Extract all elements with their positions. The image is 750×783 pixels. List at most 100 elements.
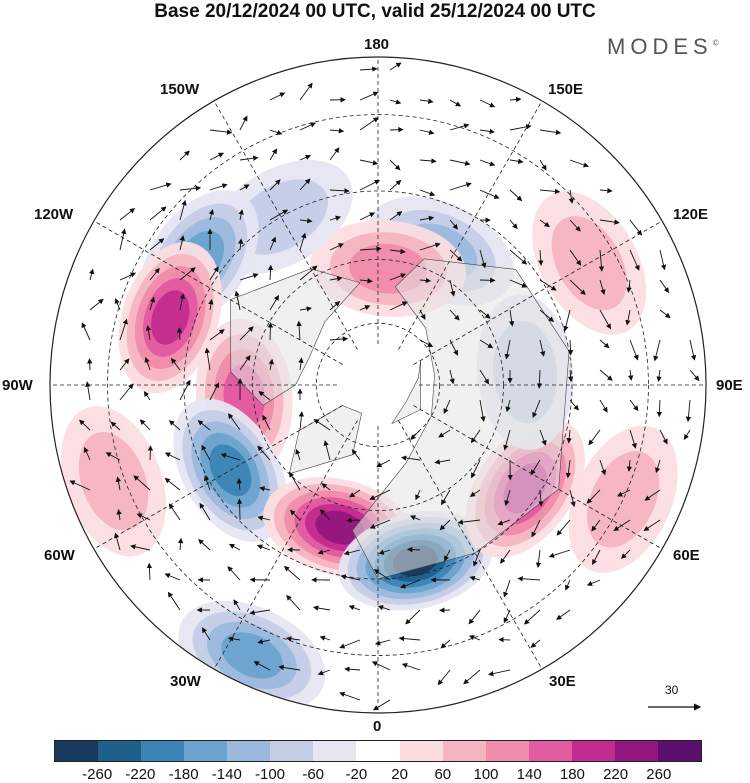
wind-vector bbox=[114, 532, 121, 551]
wind-vector bbox=[419, 129, 435, 135]
latitude-circle bbox=[107, 114, 649, 656]
wind-vector bbox=[376, 459, 391, 468]
wind-vector bbox=[236, 478, 242, 491]
lon-label-0: 0 bbox=[373, 718, 382, 735]
meridian-line bbox=[413, 405, 663, 550]
wind-vector bbox=[201, 627, 211, 641]
wind-vector bbox=[119, 208, 136, 221]
wind-vector bbox=[444, 549, 451, 562]
wind-vector bbox=[199, 502, 211, 521]
wind-vector bbox=[145, 325, 152, 341]
wind-vector bbox=[530, 639, 541, 648]
wind-vector bbox=[469, 489, 481, 497]
wind-vector bbox=[539, 219, 550, 228]
wind-vector bbox=[329, 147, 340, 161]
wind-vector bbox=[565, 459, 572, 479]
wind-vector bbox=[389, 159, 401, 171]
wind-vector bbox=[468, 635, 481, 641]
landmass bbox=[391, 360, 421, 425]
wind-vector bbox=[400, 579, 421, 589]
colorbar-tick-label: -260 bbox=[82, 766, 113, 783]
wind-vector bbox=[449, 99, 462, 107]
wind-vector bbox=[359, 212, 376, 221]
wind-vector bbox=[629, 339, 639, 361]
wind-vector bbox=[685, 399, 692, 423]
lon-label-30e: 30E bbox=[549, 673, 576, 690]
wind-vector bbox=[209, 183, 228, 191]
wind-vector bbox=[569, 489, 576, 508]
colorbar bbox=[54, 740, 702, 762]
wind-vector bbox=[509, 124, 532, 131]
wind-vector bbox=[569, 399, 579, 411]
wind-vector bbox=[503, 579, 511, 598]
wind-vector bbox=[438, 429, 451, 438]
wind-vector bbox=[209, 266, 219, 281]
wind-vector bbox=[257, 515, 271, 521]
wind-vector bbox=[479, 99, 496, 108]
wind-vector bbox=[227, 566, 241, 581]
wind-vector bbox=[377, 605, 391, 611]
wind-vector bbox=[239, 184, 250, 191]
wind-vector bbox=[228, 413, 241, 431]
wind-vector bbox=[179, 379, 191, 401]
lon-label-150e: 150E bbox=[548, 81, 584, 98]
wind-vector bbox=[449, 123, 470, 131]
wind-vector bbox=[539, 129, 562, 136]
wind-vector bbox=[69, 480, 91, 491]
wind-vector bbox=[503, 429, 511, 451]
wind-vector bbox=[449, 369, 455, 385]
wind-vector bbox=[289, 509, 301, 521]
wind-vector bbox=[110, 421, 121, 431]
wind-vector bbox=[568, 189, 575, 204]
colorbar-tick-label: -100 bbox=[254, 766, 286, 783]
wind-vector bbox=[119, 272, 136, 281]
map-border bbox=[49, 56, 707, 714]
wind-vector bbox=[449, 219, 459, 230]
wind-vector bbox=[449, 182, 472, 191]
wind-vector bbox=[406, 546, 421, 553]
wind-vector bbox=[85, 381, 91, 401]
wind-vector bbox=[369, 519, 391, 529]
colorbar-tick-label: 260 bbox=[646, 766, 672, 783]
meridian-line bbox=[398, 420, 543, 670]
colorbar-swatch bbox=[227, 741, 271, 761]
wind-vector bbox=[149, 206, 167, 221]
wind-vector bbox=[566, 429, 572, 444]
meridian-line bbox=[93, 405, 343, 550]
wind-vector bbox=[209, 382, 219, 401]
colorbar-tick-label: -220 bbox=[125, 766, 156, 783]
wind-vector bbox=[249, 609, 271, 616]
wind-vector bbox=[149, 238, 165, 251]
wind-vector bbox=[659, 309, 671, 319]
wind-vector bbox=[504, 489, 511, 506]
wind-vector bbox=[329, 188, 350, 194]
wind-vector bbox=[419, 158, 437, 164]
wind-vector bbox=[628, 369, 634, 381]
wind-vector bbox=[471, 459, 481, 479]
wind-vector bbox=[348, 605, 361, 611]
wind-vector bbox=[168, 420, 181, 431]
wind-vector bbox=[344, 666, 361, 672]
wind-vector bbox=[535, 549, 542, 569]
wind-vector bbox=[539, 429, 547, 446]
wind-vector bbox=[130, 544, 151, 551]
wind-vector bbox=[598, 249, 605, 272]
lon-label-30w: 30W bbox=[170, 673, 201, 690]
wind-vector bbox=[659, 249, 667, 271]
wind-vector bbox=[468, 609, 481, 625]
wind-vector bbox=[398, 635, 421, 642]
wind-vector bbox=[569, 279, 586, 295]
wind-vector bbox=[146, 562, 153, 581]
wind-vector bbox=[317, 549, 331, 555]
latitude-circle bbox=[183, 190, 573, 580]
wind-vector bbox=[228, 543, 241, 551]
wind-vector bbox=[115, 476, 122, 491]
wind-vector bbox=[149, 267, 160, 281]
wind-vector bbox=[329, 215, 342, 221]
colorbar-swatch bbox=[55, 741, 99, 761]
wind-vector bbox=[479, 309, 491, 319]
lon-label-60e: 60E bbox=[673, 547, 700, 564]
wind-vector bbox=[538, 489, 544, 507]
wind-vector bbox=[343, 549, 361, 556]
